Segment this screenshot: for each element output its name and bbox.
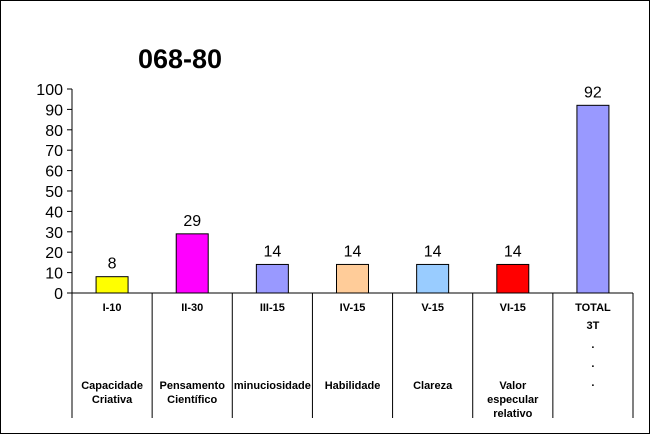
x-tick-label: II-30	[181, 302, 203, 314]
y-tick-label: 90	[45, 102, 63, 119]
bar	[416, 263, 450, 294]
y-tick-label: 70	[45, 143, 63, 160]
data-label: 14	[424, 243, 442, 260]
y-tick-label: 60	[45, 164, 63, 181]
x-tick-label: IV-15	[340, 302, 366, 314]
category-description: .	[591, 358, 594, 370]
bar	[255, 263, 289, 294]
x-tick-label: VI-15	[500, 302, 526, 314]
data-label: 14	[344, 243, 362, 260]
category-description: Valor	[499, 380, 527, 392]
category-description: 3T	[587, 320, 600, 332]
bar	[576, 104, 610, 294]
data-label: 14	[263, 243, 281, 260]
y-tick-label: 100	[36, 82, 63, 99]
bar	[95, 276, 129, 294]
category-description: .	[591, 339, 594, 351]
category-description: especular	[487, 394, 539, 406]
category-description: Clareza	[413, 380, 453, 392]
y-tick-label: 80	[45, 123, 63, 140]
bar	[175, 233, 209, 294]
x-tick-label: TOTAL	[575, 302, 611, 314]
y-tick-label: 30	[45, 225, 63, 242]
x-tick-label: I-10	[103, 302, 122, 314]
y-tick-label: 0	[54, 286, 63, 303]
bar	[496, 263, 530, 294]
category-description: Capacidade	[81, 380, 143, 392]
y-tick-label: 50	[45, 184, 63, 201]
y-tick-label: 40	[45, 204, 63, 221]
category-description: Habilidade	[325, 380, 381, 392]
bar	[336, 263, 369, 294]
data-label: 92	[584, 84, 602, 101]
category-description: Pensamento	[160, 380, 226, 392]
x-tick-label: III-15	[260, 302, 285, 314]
category-description: relativo	[493, 408, 532, 420]
y-tick-label: 10	[45, 266, 63, 283]
chart-title: 068-80	[137, 44, 223, 74]
category-description: .	[591, 377, 594, 389]
data-label: 8	[108, 256, 117, 273]
data-label: 29	[183, 213, 201, 230]
y-tick-label: 20	[45, 245, 63, 262]
category-description: Científico	[167, 394, 217, 406]
category-description: Criativa	[92, 394, 133, 406]
category-description: minuciosidade	[234, 380, 311, 392]
x-tick-label: V-15	[421, 302, 444, 314]
data-label: 14	[504, 243, 522, 260]
